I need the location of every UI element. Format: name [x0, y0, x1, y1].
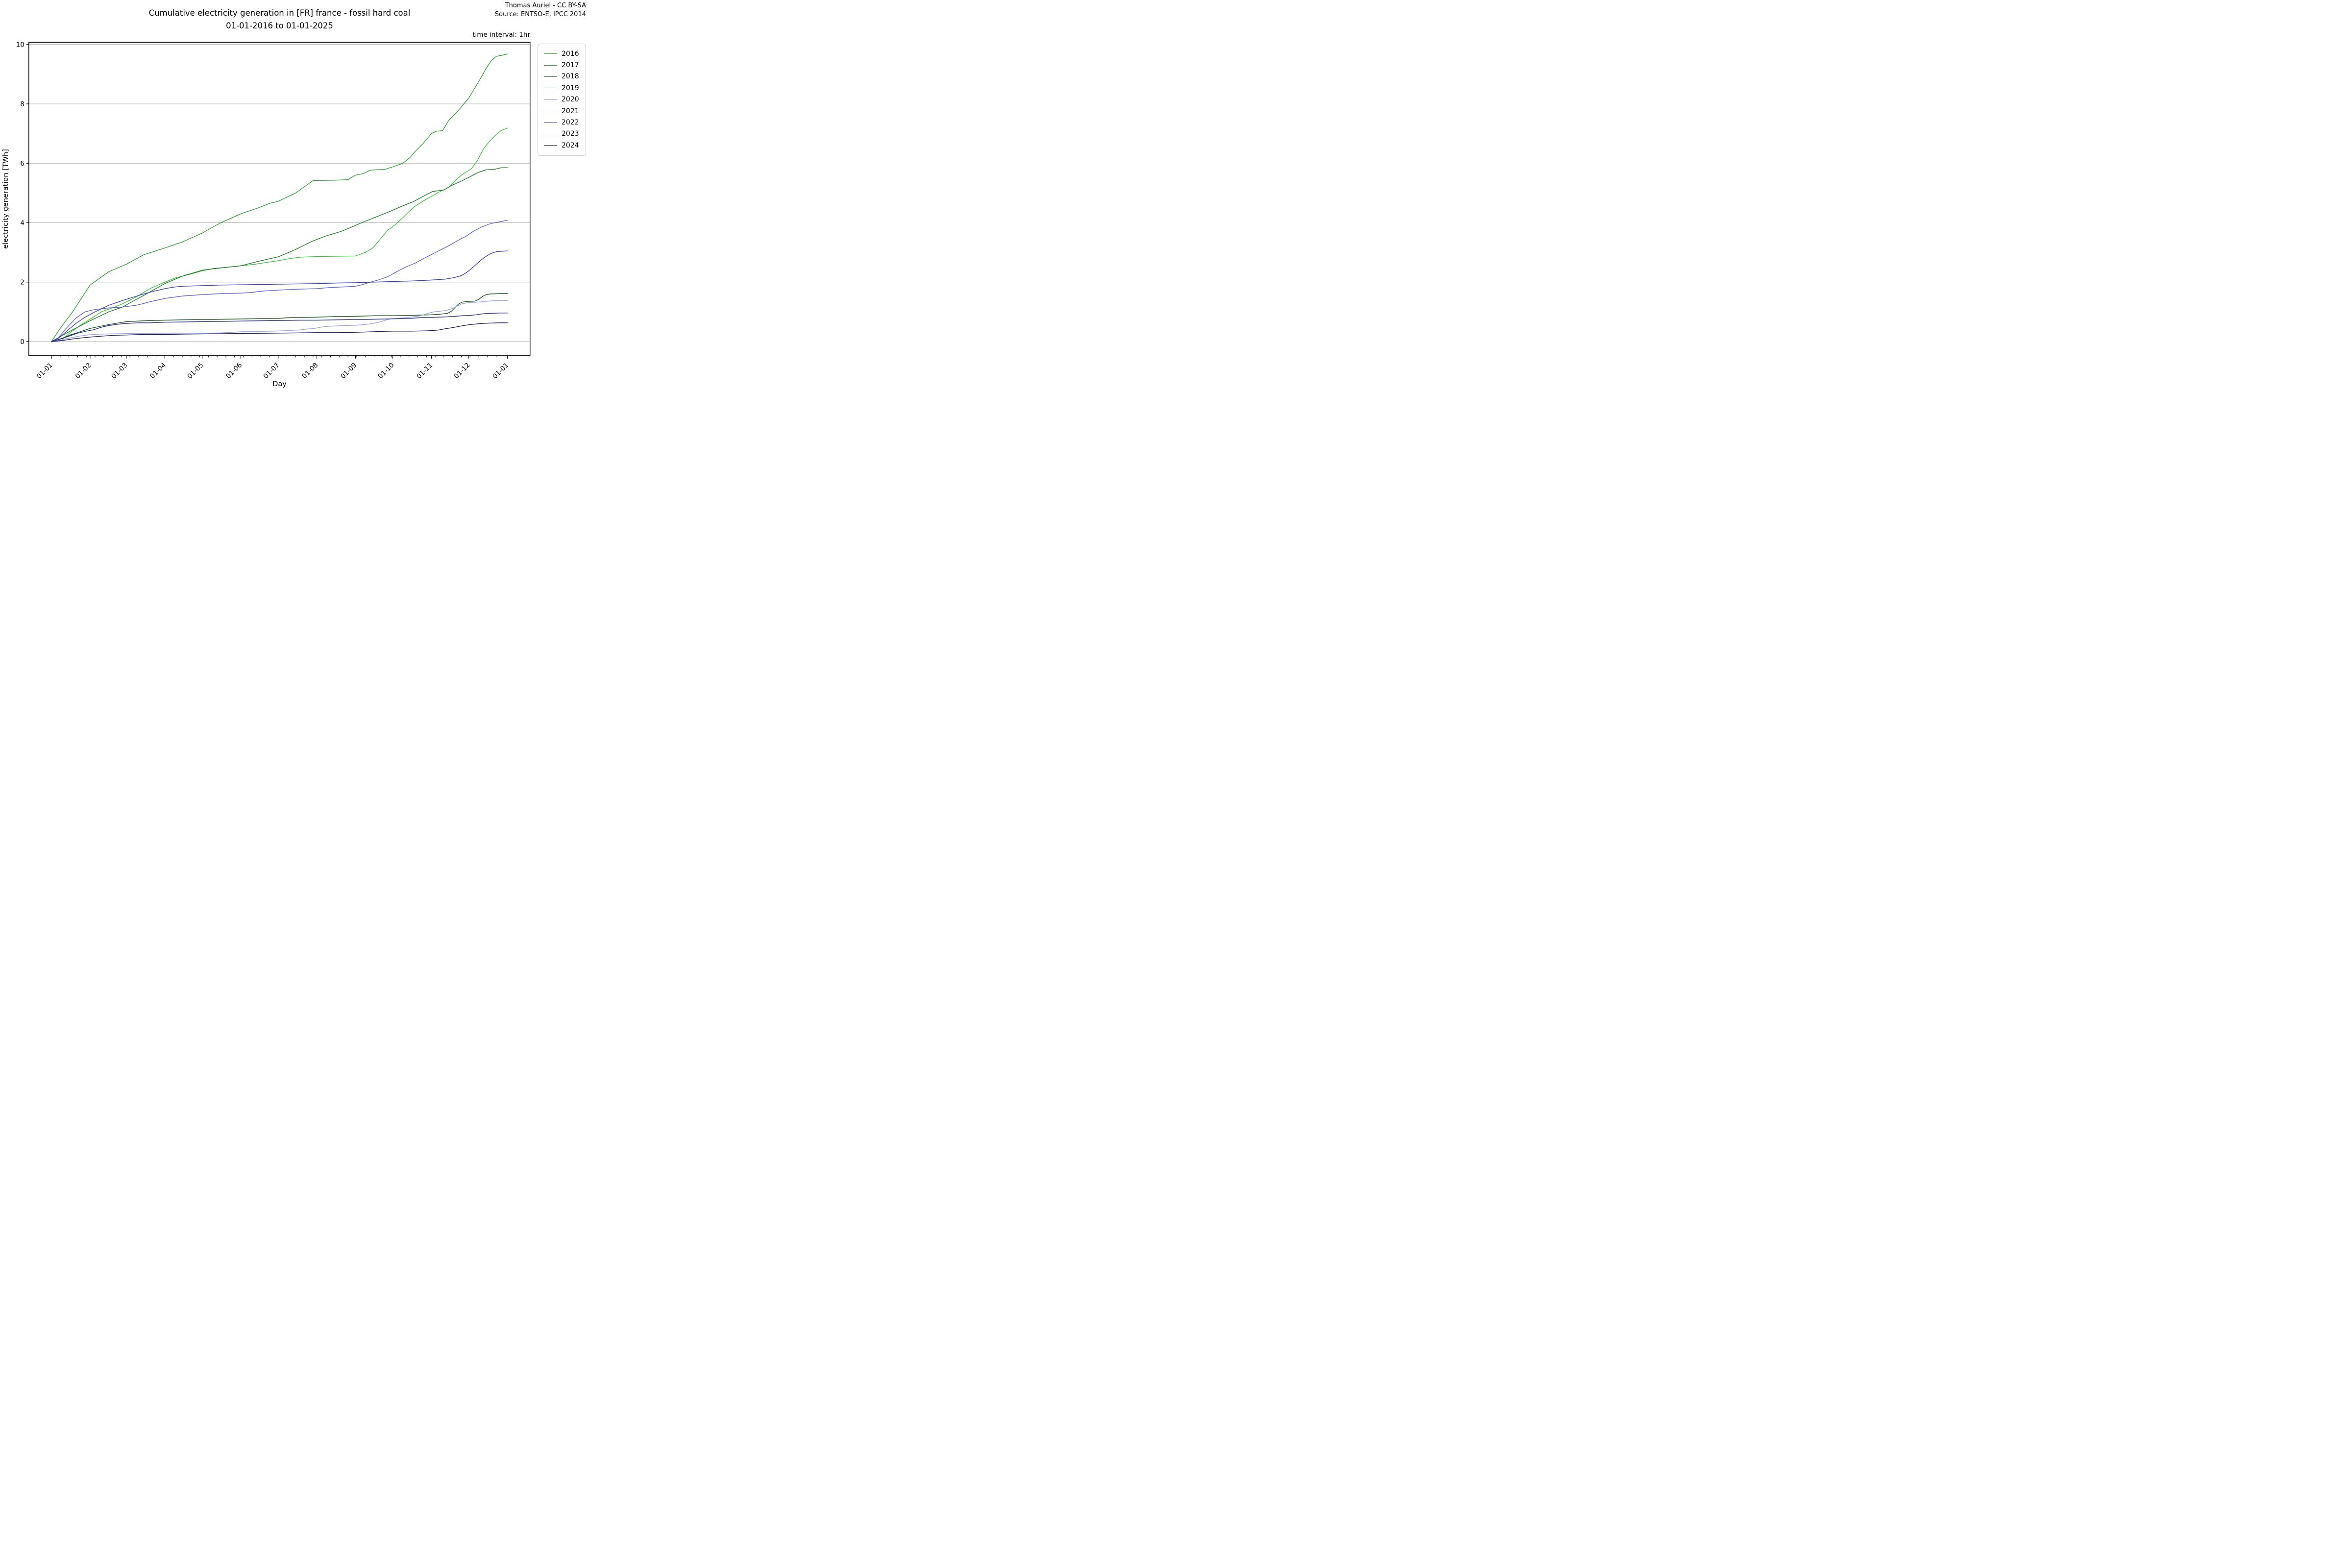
x-tick-label: 01-05: [186, 361, 205, 380]
y-tick-label: 8: [20, 100, 24, 108]
series-line-2024: [51, 322, 508, 342]
series-line-2016: [51, 127, 508, 342]
y-tick-label: 4: [20, 219, 24, 227]
legend-line-icon: [544, 76, 557, 77]
attribution: Thomas Auriel - CC BY-SA Source: ENTSO-E…: [495, 1, 586, 19]
legend-item-2016: 2016: [544, 48, 586, 59]
x-tick-label: 01-01: [35, 361, 54, 380]
chart-title-line1: Cumulative electricity generation in [FR…: [148, 8, 411, 18]
legend-label: 2024: [562, 141, 579, 149]
x-axis-label: Day: [272, 380, 287, 388]
legend-line-icon: [544, 65, 557, 66]
y-tick-label: 10: [16, 41, 24, 49]
y-axis-label: electricity generation [TWh]: [2, 149, 10, 249]
series-line-2020: [51, 300, 508, 342]
series-line-2021: [51, 220, 508, 342]
legend-label: 2022: [562, 119, 579, 127]
y-tick-label: 0: [20, 338, 24, 346]
legend-label: 2020: [562, 96, 579, 104]
x-tick-label: 01-12: [453, 361, 472, 380]
legend-item-2023: 2023: [544, 128, 586, 140]
legend-item-2020: 2020: [544, 94, 586, 105]
attribution-source: Source: ENTSO-E, IPCC 2014: [494, 10, 586, 18]
legend-item-2019: 2019: [544, 82, 586, 94]
x-tick-label: 01-10: [376, 361, 395, 380]
chart-title: Cumulative electricity generation in [FR…: [29, 7, 530, 32]
legend-item-2022: 2022: [544, 117, 586, 128]
chart-title-line2: 01-01-2016 to 01-01-2025: [226, 21, 333, 30]
plot-border: [28, 42, 531, 356]
legend-item-2017: 2017: [544, 59, 586, 71]
legend-line-icon: [544, 122, 557, 123]
legend-label: 2018: [562, 73, 579, 81]
legend-label: 2021: [562, 107, 579, 115]
x-tick-label: 01-02: [74, 361, 93, 380]
time-interval-note: time interval: 1hr: [472, 31, 530, 39]
x-tick-label: 01-09: [339, 361, 358, 380]
legend-item-2021: 2021: [544, 105, 586, 117]
series-line-2023: [51, 313, 508, 342]
x-tick-label: 01-11: [415, 361, 434, 380]
legend-line-icon: [544, 53, 557, 54]
x-tick-label: 01-06: [224, 361, 244, 380]
legend-label: 2019: [562, 84, 579, 92]
y-tick-label: 2: [20, 279, 24, 287]
legend-label: 2017: [562, 61, 579, 70]
x-tick-label: 01-08: [300, 361, 319, 380]
series-line-2017: [51, 53, 508, 342]
legend-box: 2016 2017 2018 2019 2020 2021 2022 2023 2024: [538, 44, 586, 156]
series-line-2018: [51, 167, 508, 342]
legend-label: 2023: [562, 130, 579, 138]
legend-line-icon: [544, 99, 557, 100]
x-tick-label: 01-04: [148, 361, 168, 380]
attribution-author: Thomas Auriel - CC BY-SA: [505, 2, 586, 9]
x-tick-label: 01-07: [262, 361, 281, 380]
x-tick-label: 01-03: [110, 361, 129, 380]
series-line-2019: [51, 293, 508, 342]
legend-label: 2016: [562, 49, 579, 58]
legend-item-2024: 2024: [544, 140, 586, 151]
chart-figure: Thomas Auriel - CC BY-SA Source: ENTSO-E…: [0, 0, 588, 392]
x-tick-label: 01-01: [491, 361, 510, 380]
series-line-2022: [51, 250, 508, 342]
legend-line-icon: [544, 145, 557, 146]
chart-canvas: 0 2 4 6 8 10 01-01 01-02 01-03 01-04 01-05 01-06 01-…: [16, 41, 531, 380]
y-tick-label: 6: [20, 160, 24, 168]
legend-item-2018: 2018: [544, 71, 586, 82]
